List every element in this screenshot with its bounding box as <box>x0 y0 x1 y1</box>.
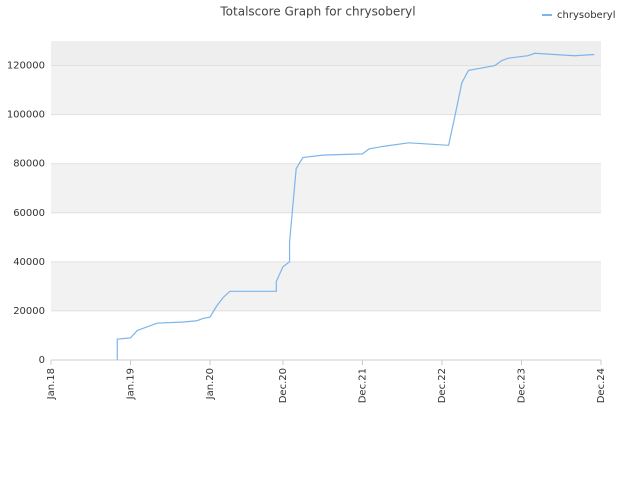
chart-title: Totalscore Graph for chrysoberyl <box>219 5 415 19</box>
y-tick-label: 0 <box>39 355 45 366</box>
x-tick-label: Dec.24 <box>596 368 607 403</box>
plot-band <box>51 212 601 262</box>
y-tick-label: 20000 <box>13 306 45 317</box>
x-tick-label: Dec.21 <box>357 368 368 403</box>
plot-band <box>51 65 601 115</box>
plot-band <box>51 310 601 360</box>
x-tick-label: Dec.23 <box>516 368 527 403</box>
plot-band <box>51 261 601 311</box>
legend-label: chrysoberyl <box>557 10 616 21</box>
x-tick-label: Jan.19 <box>126 368 137 400</box>
x-tick-label: Dec.20 <box>278 368 289 403</box>
plot-band <box>51 163 601 213</box>
x-tick-label: Dec.22 <box>437 368 448 403</box>
y-tick-label: 40000 <box>13 257 45 268</box>
plot-band <box>51 114 601 164</box>
y-tick-label: 100000 <box>7 110 45 121</box>
y-tick-label: 80000 <box>13 159 45 170</box>
x-tick-label: Jan.18 <box>46 368 57 400</box>
y-tick-label: 60000 <box>13 208 45 219</box>
y-tick-label: 120000 <box>7 61 45 72</box>
data-line <box>116 52 595 360</box>
plot-band <box>51 41 601 66</box>
x-tick-label: Jan.20 <box>205 368 216 400</box>
